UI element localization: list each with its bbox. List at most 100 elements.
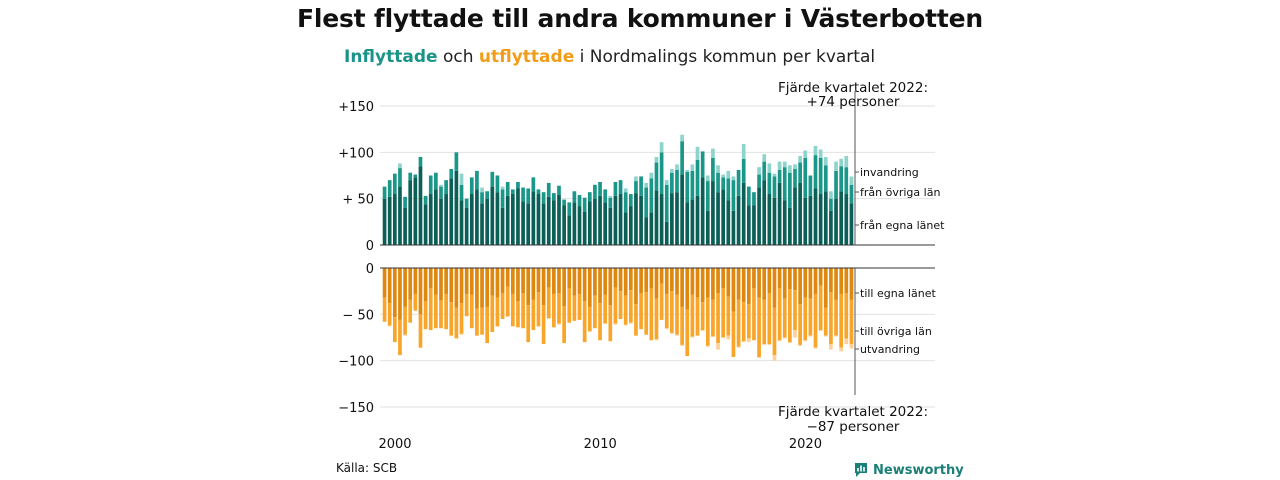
outflow-bar [459, 303, 464, 334]
outflow-bar [767, 343, 772, 345]
outflow-bar [623, 295, 628, 325]
inflow-bar [490, 186, 495, 245]
inflow-bar [731, 180, 736, 211]
series-label-inflow: invandring [860, 166, 919, 179]
outflow-bar [562, 305, 566, 344]
outflow-bar [705, 297, 710, 346]
inflow-bar [567, 215, 572, 245]
outflow-bar [526, 268, 531, 306]
outflow-bar [413, 293, 418, 311]
inflow-bar [418, 166, 423, 245]
outflow-bar [649, 268, 654, 289]
inflow-bar [434, 189, 438, 245]
outflow-bar [459, 333, 464, 335]
inflow-bar [413, 177, 418, 245]
last-value-inflow-line1: Fjärde kvartalet 2022: [778, 80, 928, 96]
outflow-bar [628, 268, 633, 291]
inflow-bar [685, 169, 690, 172]
inflow-bar [526, 188, 531, 204]
x-tick-label: 2010 [584, 437, 617, 452]
inflow-bar [608, 195, 613, 198]
inflow-bar [654, 190, 659, 245]
inflow-bar [654, 156, 659, 163]
outflow-bar [839, 293, 844, 348]
outflow-bar [644, 268, 649, 293]
outflow-bar [387, 303, 392, 326]
outflow-bar [670, 332, 674, 334]
inflow-bar [500, 207, 505, 245]
inflow-bar [782, 167, 787, 201]
outflow-bar [675, 334, 679, 336]
inflow-bar [680, 134, 684, 142]
inflow-bar [741, 143, 746, 159]
inflow-bar [731, 176, 736, 181]
outflow-bar [552, 293, 556, 328]
outflow-bar [849, 343, 854, 349]
inflow-bar [480, 203, 484, 245]
outflow-bar [849, 268, 854, 300]
inflow-bar [736, 195, 741, 245]
inflow-bar [531, 177, 536, 192]
inflow-bar [418, 156, 423, 167]
inflow-bar [803, 157, 808, 198]
outflow-bar [434, 294, 438, 329]
inflow-bar [392, 173, 397, 195]
inflow-bar [721, 177, 726, 190]
outflow-bar [557, 323, 561, 325]
inflow-bar [726, 170, 731, 179]
outflow-bar [536, 268, 541, 293]
series-label-inflow: från övriga län [860, 186, 940, 199]
outflow-bar [490, 268, 495, 296]
inflow-bar [521, 187, 525, 202]
inflow-bar [398, 163, 402, 169]
outflow-bar [762, 343, 767, 345]
outflow-bar [680, 268, 684, 307]
inflow-bar [444, 180, 448, 195]
inflow-bar [736, 169, 741, 196]
outflow-bar [690, 268, 695, 295]
outflow-bar [793, 268, 797, 291]
inflow-bar [664, 184, 669, 222]
inflow-bar [516, 181, 520, 189]
inflow-bar [490, 171, 495, 187]
y-tick-label-outflow: −150 [338, 401, 374, 416]
inflow-bar [628, 194, 633, 207]
outflow-bar [716, 268, 720, 294]
outflow-bar [695, 297, 700, 336]
outflow-bar [762, 299, 767, 344]
outflow-bar [685, 309, 690, 357]
outflow-bar [598, 303, 602, 341]
inflow-bar [454, 170, 459, 245]
inflow-bar [510, 194, 515, 245]
inflow-bar [398, 168, 402, 187]
inflow-bar [705, 175, 710, 182]
outflow-bar [628, 290, 633, 323]
inflow-bar [649, 212, 654, 245]
outflow-bar [392, 268, 397, 318]
outflow-bar [531, 299, 536, 331]
outflow-bar [757, 297, 761, 357]
inflow-bar [746, 186, 751, 206]
outflow-bar [711, 268, 715, 300]
inflow-bar [798, 156, 802, 163]
inflow-bar [454, 152, 459, 171]
inflow-bar [444, 194, 448, 245]
outflow-bar [654, 298, 659, 340]
inflow-bar [557, 194, 561, 245]
outflow-bar [834, 299, 838, 336]
outflow-bar [818, 285, 823, 331]
inflow-bar [428, 194, 433, 245]
y-tick-label-inflow: + 50 [342, 193, 374, 208]
inflow-bar [772, 197, 777, 245]
inflow-bar [834, 161, 838, 171]
inflow-bar [464, 198, 469, 208]
inflow-bar [516, 188, 520, 245]
outflow-bar [772, 355, 777, 361]
last-value-outflow-line2: −87 personer [807, 419, 900, 435]
inflow-bar [695, 146, 700, 160]
inflow-bar [469, 177, 474, 195]
outflow-bar [808, 298, 813, 336]
inflow-bar [485, 191, 490, 199]
inflow-bar [582, 197, 587, 212]
outflow-bar [577, 268, 582, 294]
